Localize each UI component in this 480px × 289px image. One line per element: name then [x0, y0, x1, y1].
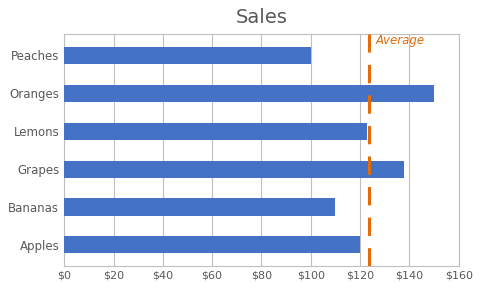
Bar [64, 47, 310, 64]
Text: Average: Average [375, 34, 424, 47]
Bar [64, 161, 404, 178]
Title: Sales: Sales [235, 8, 287, 27]
Bar [64, 123, 367, 140]
Bar [64, 236, 360, 253]
Bar [64, 199, 335, 216]
Bar [64, 85, 433, 102]
